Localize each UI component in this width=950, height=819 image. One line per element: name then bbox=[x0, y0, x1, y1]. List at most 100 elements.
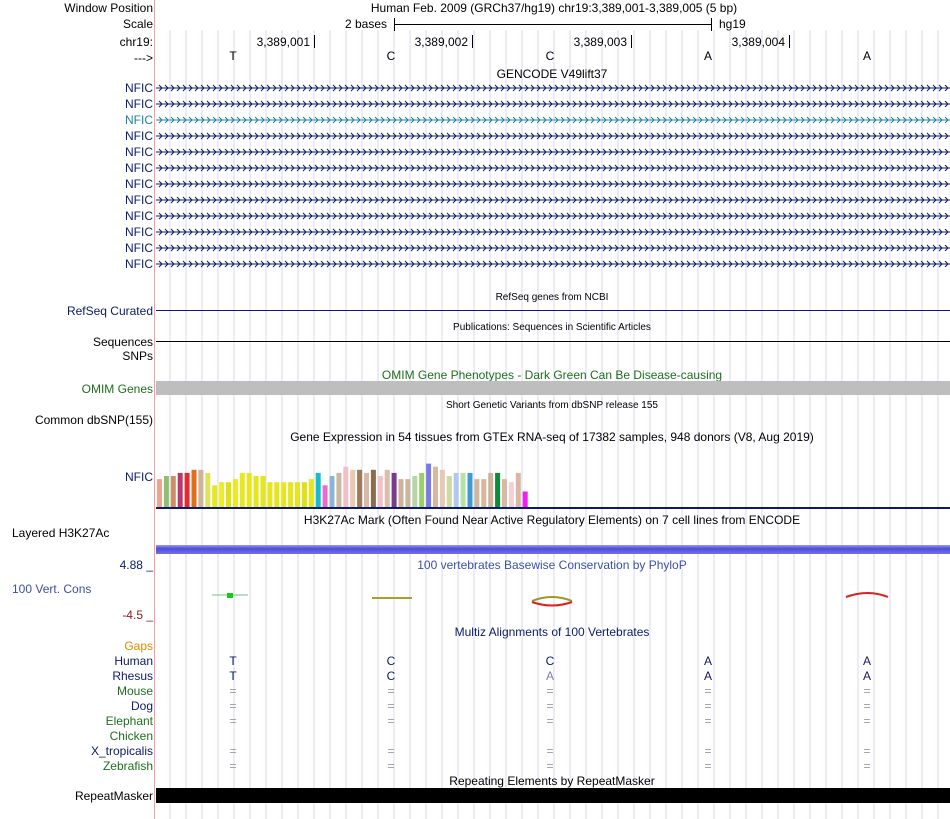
gencode-transcript-label[interactable]: NFIC bbox=[125, 225, 153, 239]
gtex-tissue-bar[interactable] bbox=[357, 469, 363, 507]
gtex-tissue-bar[interactable] bbox=[246, 472, 252, 507]
species-label[interactable]: Gaps bbox=[124, 639, 153, 653]
gencode-transcript-label[interactable]: NFIC bbox=[125, 129, 153, 143]
omim-gene-bar[interactable] bbox=[156, 381, 950, 395]
gtex-tissue-bar[interactable] bbox=[267, 482, 273, 507]
gtex-tissue-bar[interactable] bbox=[212, 485, 218, 507]
gtex-tissue-bar[interactable] bbox=[281, 482, 287, 507]
gencode-transcript-line[interactable] bbox=[156, 179, 950, 189]
species-label[interactable]: Chicken bbox=[109, 729, 153, 743]
gencode-transcript-label[interactable]: NFIC bbox=[125, 177, 153, 191]
gencode-transcript-label[interactable]: NFIC bbox=[125, 81, 153, 95]
gtex-tissue-bar[interactable] bbox=[315, 472, 321, 507]
sequences-label[interactable]: Sequences bbox=[92, 335, 153, 349]
species-label[interactable]: Rhesus bbox=[112, 669, 153, 683]
species-label[interactable]: Dog bbox=[130, 699, 153, 713]
gencode-transcript-label[interactable]: NFIC bbox=[125, 257, 153, 271]
h3k27ac-label[interactable]: Layered H3K27Ac bbox=[12, 526, 110, 540]
repeatmasker-bar[interactable] bbox=[156, 788, 950, 803]
gtex-tissue-bar[interactable] bbox=[157, 479, 162, 507]
gtex-tissue-bar[interactable] bbox=[226, 482, 231, 507]
gtex-tissue-bar[interactable] bbox=[474, 479, 480, 507]
gtex-tissue-bar[interactable] bbox=[232, 479, 238, 507]
gtex-tissue-bar[interactable] bbox=[191, 469, 197, 507]
species-label[interactable]: Zebrafish bbox=[102, 759, 153, 773]
gtex-tissue-bar[interactable] bbox=[412, 476, 418, 507]
gencode-transcript-label[interactable]: NFIC bbox=[125, 193, 153, 207]
gtex-tissue-bar[interactable] bbox=[508, 482, 514, 507]
gtex-tissue-bar[interactable] bbox=[343, 466, 349, 507]
gtex-tissue-bar[interactable] bbox=[453, 472, 459, 507]
gtex-tissue-bar[interactable] bbox=[184, 472, 190, 507]
gtex-tissue-bar[interactable] bbox=[460, 472, 466, 507]
gtex-tissue-bar[interactable] bbox=[329, 476, 335, 507]
gencode-transcript-line[interactable] bbox=[156, 115, 950, 125]
gtex-tissue-bar[interactable] bbox=[495, 472, 501, 507]
species-label[interactable]: Mouse bbox=[116, 684, 153, 698]
omim-label[interactable]: OMIM Genes bbox=[81, 382, 153, 396]
gtex-tissue-bar[interactable] bbox=[253, 476, 259, 507]
h3k27ac-signal[interactable] bbox=[156, 545, 950, 554]
gtex-tissue-bar[interactable] bbox=[522, 491, 528, 508]
refseq-label[interactable]: RefSeq Curated bbox=[66, 304, 153, 318]
gencode-transcript-line[interactable] bbox=[156, 147, 950, 157]
gtex-tissue-bar[interactable] bbox=[322, 485, 328, 507]
gtex-tissue-bar[interactable] bbox=[405, 479, 411, 507]
gencode-transcript-line[interactable] bbox=[156, 195, 950, 205]
gtex-tissue-bar[interactable] bbox=[177, 472, 183, 507]
phylop-signal[interactable] bbox=[156, 585, 950, 609]
gtex-tissue-bar[interactable] bbox=[205, 472, 211, 507]
sequences-line[interactable] bbox=[156, 341, 950, 342]
gtex-tissue-bar[interactable] bbox=[426, 463, 432, 507]
species-label[interactable]: X_tropicalis bbox=[90, 744, 153, 758]
gtex-tissue-bar[interactable] bbox=[350, 469, 356, 507]
gtex-tissue-bar[interactable] bbox=[377, 476, 383, 507]
gtex-tissue-bar[interactable] bbox=[488, 472, 494, 507]
gtex-tissue-bar[interactable] bbox=[419, 472, 425, 507]
dbsnp-label[interactable]: Common dbSNP(155) bbox=[34, 413, 153, 427]
gtex-tissue-bar[interactable] bbox=[219, 482, 225, 507]
gtex-tissue-bar[interactable] bbox=[515, 472, 521, 507]
gencode-transcript-line[interactable] bbox=[156, 99, 950, 109]
gtex-tissue-bar[interactable] bbox=[398, 479, 404, 507]
gtex-tissue-bar[interactable] bbox=[163, 476, 169, 507]
gencode-transcript-label[interactable]: NFIC bbox=[125, 241, 153, 255]
gtex-tissue-bar[interactable] bbox=[481, 479, 487, 507]
gencode-transcript-line[interactable] bbox=[156, 163, 950, 173]
gtex-tissue-bar[interactable] bbox=[274, 482, 280, 507]
gtex-tissue-bar[interactable] bbox=[384, 469, 390, 507]
gencode-transcript-line[interactable] bbox=[156, 259, 950, 269]
gtex-tissue-bar[interactable] bbox=[439, 469, 445, 507]
gtex-tissue-bar[interactable] bbox=[467, 472, 473, 507]
species-label[interactable]: Elephant bbox=[105, 714, 153, 728]
gtex-tissue-bar[interactable] bbox=[308, 479, 314, 507]
gencode-transcript-line[interactable] bbox=[156, 83, 950, 93]
gtex-tissue-bar[interactable] bbox=[239, 472, 245, 507]
gtex-tissue-bar[interactable] bbox=[336, 472, 342, 507]
gencode-transcript-label[interactable]: NFIC bbox=[125, 145, 153, 159]
gtex-tissue-bar[interactable] bbox=[288, 482, 294, 507]
gtex-tissue-bar[interactable] bbox=[170, 476, 176, 507]
gtex-tissue-bar[interactable] bbox=[391, 472, 397, 507]
gtex-tissue-bar[interactable] bbox=[370, 469, 376, 507]
gencode-transcript-line[interactable] bbox=[156, 131, 950, 141]
gtex-tissue-bar[interactable] bbox=[301, 482, 307, 507]
gtex-tissue-bar[interactable] bbox=[295, 482, 300, 507]
gtex-tissue-bar[interactable] bbox=[198, 469, 204, 507]
snps-label[interactable]: SNPs bbox=[122, 349, 153, 363]
gtex-bar-chart[interactable] bbox=[156, 445, 536, 507]
gencode-transcript-label[interactable]: NFIC bbox=[125, 97, 153, 111]
gencode-transcript-line[interactable] bbox=[156, 227, 950, 237]
gencode-transcript-label[interactable]: NFIC bbox=[125, 209, 153, 223]
gencode-transcript-line[interactable] bbox=[156, 243, 950, 253]
gtex-gene-label[interactable]: NFIC bbox=[125, 470, 153, 484]
repeatmasker-label[interactable]: RepeatMasker bbox=[74, 789, 153, 803]
gtex-tissue-bar[interactable] bbox=[364, 472, 369, 507]
gencode-transcript-line[interactable] bbox=[156, 211, 950, 221]
refseq-gene-line[interactable] bbox=[156, 310, 950, 311]
gencode-transcript-label[interactable]: NFIC bbox=[125, 161, 153, 175]
gtex-tissue-bar[interactable] bbox=[502, 479, 507, 507]
gtex-tissue-bar[interactable] bbox=[260, 476, 266, 507]
gtex-tissue-bar[interactable] bbox=[446, 476, 452, 507]
